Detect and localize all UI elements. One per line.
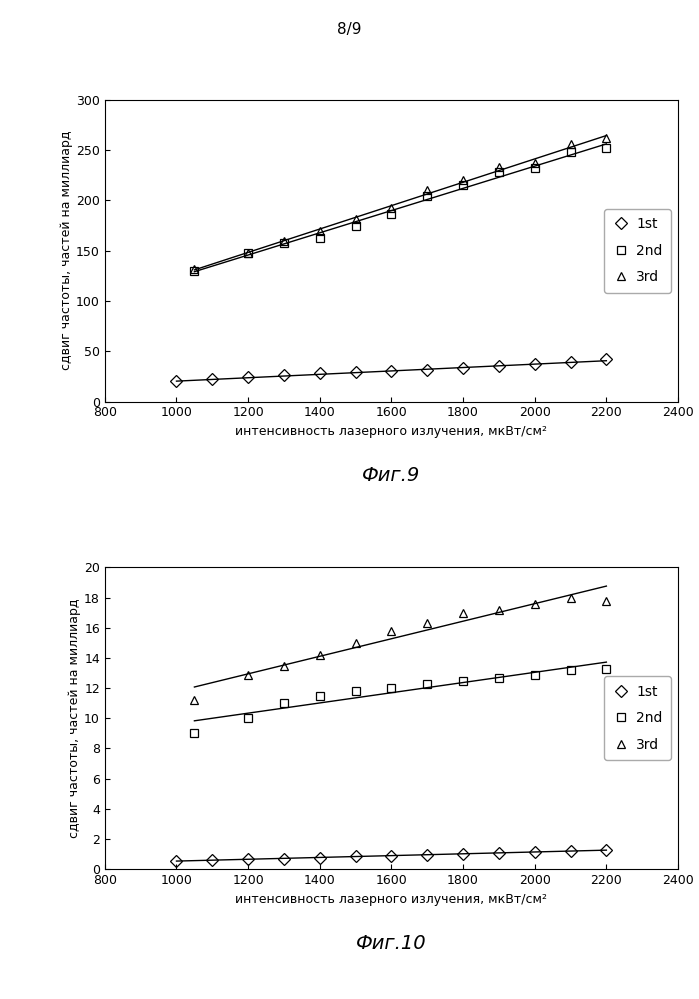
2nd: [190, 727, 199, 739]
1st: [602, 844, 611, 856]
2nd: [423, 677, 431, 689]
1st: [208, 374, 217, 386]
2nd: [495, 671, 503, 683]
1st: [316, 368, 324, 380]
1st: [244, 853, 252, 865]
3rd: [352, 213, 360, 225]
2nd: [280, 697, 288, 709]
2nd: [459, 674, 467, 686]
3rd: [316, 649, 324, 661]
2nd: [423, 191, 431, 203]
Text: Фиг.9: Фиг.9: [362, 467, 421, 486]
3rd: [244, 247, 252, 259]
1st: [387, 849, 396, 861]
Legend: 1st, 2nd, 3rd: 1st, 2nd, 3rd: [605, 676, 671, 760]
Text: Фиг.10: Фиг.10: [356, 934, 427, 953]
1st: [566, 845, 575, 857]
2nd: [495, 166, 503, 178]
1st: [208, 854, 217, 866]
3rd: [387, 624, 396, 636]
3rd: [190, 694, 199, 706]
2nd: [459, 180, 467, 192]
3rd: [280, 235, 288, 247]
2nd: [190, 265, 199, 277]
Line: 3rd: 3rd: [190, 134, 610, 273]
1st: [423, 849, 431, 861]
2nd: [244, 712, 252, 724]
3rd: [459, 175, 467, 187]
1st: [316, 852, 324, 864]
3rd: [602, 132, 611, 144]
3rd: [602, 594, 611, 606]
2nd: [280, 237, 288, 249]
1st: [531, 359, 539, 371]
3rd: [423, 617, 431, 629]
X-axis label: интенсивность лазерного излучения, мкВт/см²: интенсивность лазерного излучения, мкВт/…: [236, 425, 547, 438]
1st: [244, 372, 252, 384]
1st: [352, 850, 360, 862]
3rd: [495, 161, 503, 173]
3rd: [190, 263, 199, 275]
3rd: [531, 157, 539, 169]
3rd: [495, 603, 503, 615]
2nd: [566, 146, 575, 158]
Line: 1st: 1st: [173, 356, 610, 386]
1st: [531, 846, 539, 858]
Line: 1st: 1st: [173, 846, 610, 865]
2nd: [602, 142, 611, 154]
3rd: [566, 591, 575, 603]
2nd: [387, 682, 396, 694]
2nd: [316, 689, 324, 701]
3rd: [280, 659, 288, 671]
1st: [280, 852, 288, 864]
1st: [173, 376, 181, 388]
3rd: [566, 138, 575, 150]
3rd: [244, 668, 252, 680]
3rd: [531, 597, 539, 609]
X-axis label: интенсивность лазерного излучения, мкВт/см²: интенсивность лазерного излучения, мкВт/…: [236, 892, 547, 905]
1st: [495, 846, 503, 858]
1st: [459, 848, 467, 860]
2nd: [352, 685, 360, 697]
1st: [352, 367, 360, 379]
1st: [280, 370, 288, 382]
2nd: [316, 232, 324, 244]
2nd: [352, 220, 360, 232]
2nd: [387, 208, 396, 220]
2nd: [244, 247, 252, 259]
3rd: [352, 637, 360, 649]
3rd: [316, 225, 324, 237]
Line: 2nd: 2nd: [190, 144, 610, 275]
Y-axis label: сдвиг частоты, частей на миллиард: сдвиг частоты, частей на миллиард: [69, 598, 81, 838]
Text: 8/9: 8/9: [337, 22, 362, 37]
1st: [173, 855, 181, 867]
1st: [495, 361, 503, 373]
2nd: [566, 664, 575, 676]
2nd: [602, 662, 611, 674]
1st: [387, 366, 396, 378]
1st: [566, 357, 575, 369]
Legend: 1st, 2nd, 3rd: 1st, 2nd, 3rd: [605, 209, 671, 293]
1st: [602, 354, 611, 366]
2nd: [531, 668, 539, 680]
Line: 2nd: 2nd: [190, 664, 610, 737]
1st: [459, 363, 467, 375]
3rd: [423, 185, 431, 197]
3rd: [459, 606, 467, 618]
Y-axis label: сдвиг частоты, частей на миллиард: сдвиг частоты, частей на миллиард: [60, 131, 73, 371]
1st: [423, 365, 431, 377]
3rd: [387, 203, 396, 215]
2nd: [531, 162, 539, 174]
Line: 3rd: 3rd: [190, 593, 610, 704]
